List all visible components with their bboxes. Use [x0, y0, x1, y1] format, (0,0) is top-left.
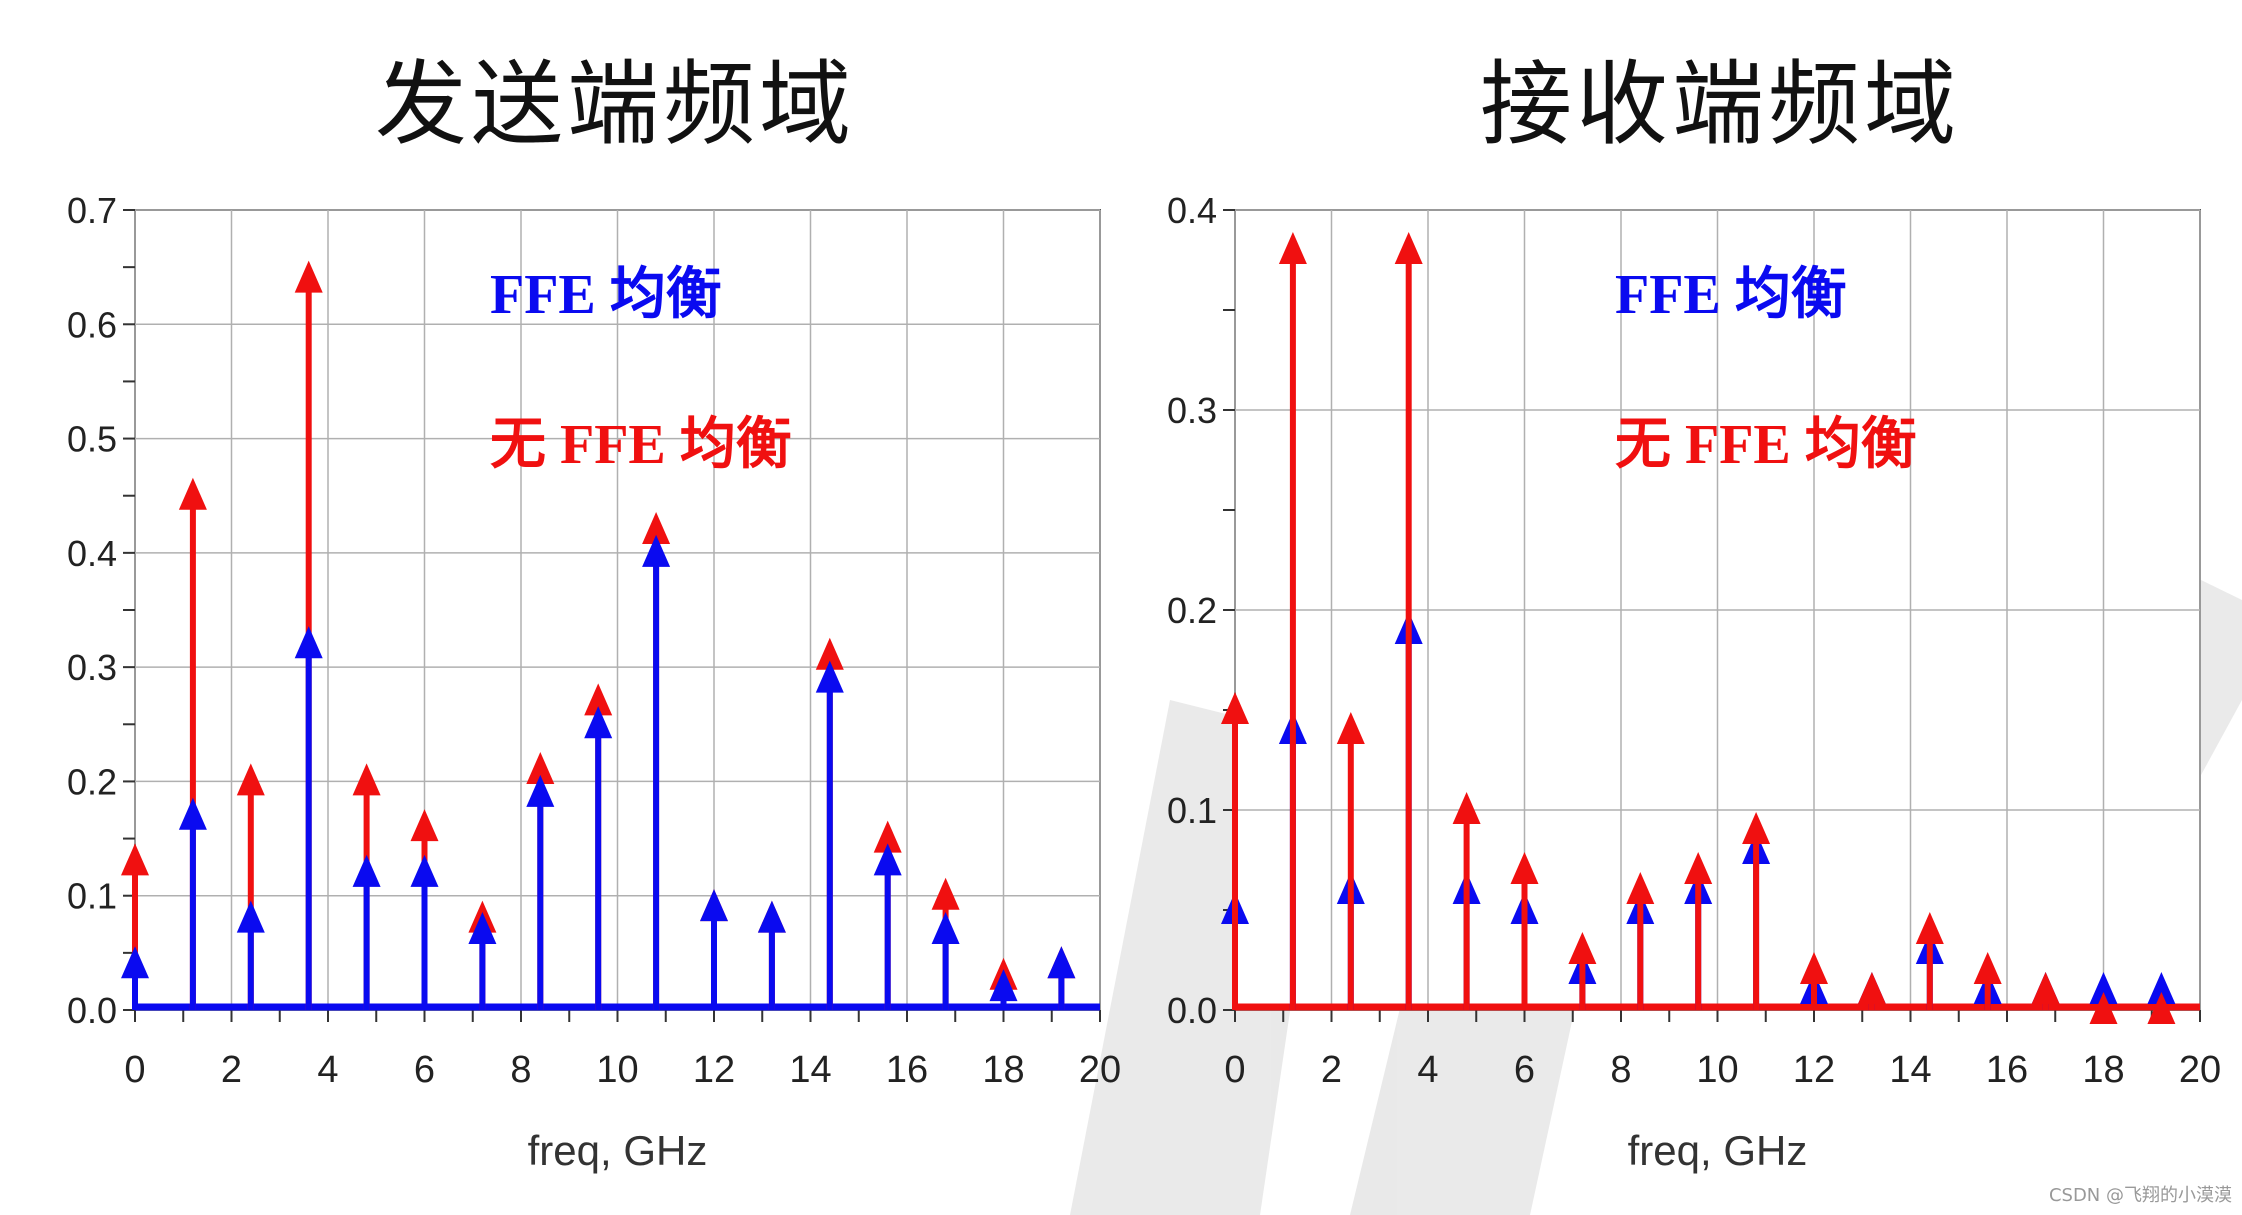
- x-tick-label: 10: [1696, 1049, 1738, 1091]
- y-tick-label: 0.4: [1167, 190, 1217, 231]
- stem-marker: [236, 763, 265, 796]
- stem-marker: [584, 683, 613, 716]
- x-tick-label: 6: [414, 1049, 435, 1091]
- chart-panel-transmit: 0 2 4 6 8 10 12 14 16 18 20 0.0 0.1 0.2 0.3 0.4 0.5 0.6 0.…: [20, 180, 1130, 1200]
- y-tick-label: 0.6: [67, 304, 117, 345]
- stem-marker: [352, 763, 381, 796]
- stem-marker: [757, 900, 786, 933]
- stem-marker: [121, 843, 149, 876]
- x-tick-label: 4: [1417, 1049, 1438, 1091]
- y-tick-label: 0.3: [1167, 390, 1217, 431]
- stem-marker: [1973, 952, 2002, 984]
- stem-marker: [410, 854, 439, 887]
- x-tick-label: 4: [317, 1049, 338, 1091]
- stem-marker: [1915, 912, 1944, 944]
- stem-marker: [815, 637, 844, 670]
- chart-title-left: 发送端频域: [375, 51, 856, 158]
- stem-marker: [526, 752, 555, 784]
- stem-marker: [873, 820, 902, 853]
- stem-marker: [2089, 972, 2118, 1004]
- stem-marker: [1742, 812, 1771, 844]
- x-axis-label: freq, GHz: [1628, 1127, 1808, 1174]
- y-tick-label: 0.2: [1167, 590, 1217, 631]
- chart-panel-receive: 0 2 4 6 8 10 12 14 16 18 20 0.0 0.1 0.2 0.3 0.4 freq, GH…: [1120, 180, 2230, 1200]
- stem-marker: [642, 512, 671, 544]
- stem-marker: [1626, 872, 1655, 904]
- stem-marker: [2089, 992, 2118, 1024]
- stem-marker: [1800, 952, 1828, 984]
- stem-marker: [815, 660, 844, 693]
- stem-marker: [1336, 712, 1365, 744]
- chart-svg-transmit: 0 2 4 6 8 10 12 14 16 18 20 0.0 0.1 0.2 0.3 0.4 0.5 0.6 0.…: [67, 190, 1121, 1174]
- legend-no-ffe-label: 无 FFE 均衡: [490, 414, 792, 476]
- csdn-watermark: CSDN @飞翔的小漠漠: [2048, 1185, 2232, 1206]
- stem-marker: [178, 477, 207, 510]
- x-axis-label: freq, GHz: [528, 1127, 708, 1174]
- x-tick-label: 20: [1079, 1049, 1121, 1091]
- stem-marker: [352, 854, 381, 887]
- stem-marker: [931, 877, 960, 910]
- stem-marker: [294, 626, 323, 659]
- x-tick-label: 16: [1986, 1049, 2028, 1091]
- stem-marker: [989, 969, 1018, 1002]
- y-tick-label: 0.5: [67, 419, 117, 460]
- stem-marker: [1394, 232, 1423, 264]
- x-tick-label: 12: [693, 1049, 735, 1091]
- x-tick-label: 14: [789, 1049, 831, 1091]
- stem-marker: [1278, 232, 1307, 264]
- stem-marker: [1510, 852, 1539, 884]
- stem-marker: [236, 900, 265, 933]
- chart-svg-receive: 0 2 4 6 8 10 12 14 16 18 20 0.0 0.1 0.2 0.3 0.4 freq, GH…: [1167, 190, 2221, 1174]
- y-tick-label: 0.1: [67, 876, 117, 917]
- x-tick-label: 14: [1889, 1049, 1931, 1091]
- y-tick-label: 0.3: [67, 647, 117, 688]
- y-tick-label: 0.0: [67, 990, 117, 1031]
- x-tick-label: 12: [1793, 1049, 1835, 1091]
- x-tick-label: 10: [596, 1049, 638, 1091]
- y-tick-label: 0.0: [1167, 990, 1217, 1031]
- y-tick-label: 0.7: [67, 190, 117, 231]
- plot-area: 0 2 4 6 8 10 12 14 16 18 20 0.0 0.1 0.2 0.3 0.4 0.5 0.6 0.…: [67, 190, 1121, 1174]
- stem-marker: [2147, 992, 2176, 1024]
- x-tick-label: 16: [886, 1049, 928, 1091]
- y-tick-label: 0.1: [1167, 790, 1217, 831]
- x-tick-label: 18: [982, 1049, 1024, 1091]
- chart-title-right: 接收端频域: [1480, 51, 1961, 158]
- stem-marker: [1221, 692, 1249, 724]
- x-tick-label: 8: [510, 1049, 531, 1091]
- x-tick-label: 0: [1224, 1049, 1245, 1091]
- stem-marker: [700, 889, 728, 922]
- x-tick-label: 2: [221, 1049, 242, 1091]
- stem-marker: [178, 797, 207, 830]
- x-tick-label: 8: [1610, 1049, 1631, 1091]
- stem-marker: [294, 260, 323, 293]
- stem-marker: [2147, 972, 2176, 1004]
- stem-marker: [121, 946, 149, 979]
- legend-ffe-label: FFE 均衡: [490, 264, 722, 326]
- stem-marker: [1047, 946, 1076, 979]
- x-tick-label: 0: [124, 1049, 145, 1091]
- stem-marker: [1684, 852, 1713, 884]
- stem-marker: [931, 912, 960, 944]
- stem-marker: [526, 774, 555, 807]
- x-tick-label: 20: [2179, 1049, 2221, 1091]
- y-tick-label: 0.2: [67, 761, 117, 802]
- legend-ffe-label: FFE 均衡: [1615, 264, 1847, 326]
- x-tick-label: 18: [2082, 1049, 2124, 1091]
- stem-marker: [1568, 932, 1597, 964]
- y-tick-label: 0.4: [67, 533, 117, 574]
- x-tick-label: 6: [1514, 1049, 1535, 1091]
- stem-marker: [873, 843, 902, 876]
- stem-marker: [410, 809, 439, 842]
- stem-marker: [584, 706, 613, 739]
- stem-marker: [468, 912, 497, 944]
- stem-marker: [642, 534, 671, 567]
- stem-marker: [1452, 792, 1481, 824]
- stem-marker: [2031, 972, 2060, 1004]
- plot-area: 0 2 4 6 8 10 12 14 16 18 20 0.0 0.1 0.2 0.3 0.4 freq, GH…: [1167, 190, 2221, 1174]
- legend-no-ffe-label: 无 FFE 均衡: [1615, 414, 1917, 476]
- x-tick-label: 2: [1321, 1049, 1342, 1091]
- stem-marker: [1857, 972, 1886, 1004]
